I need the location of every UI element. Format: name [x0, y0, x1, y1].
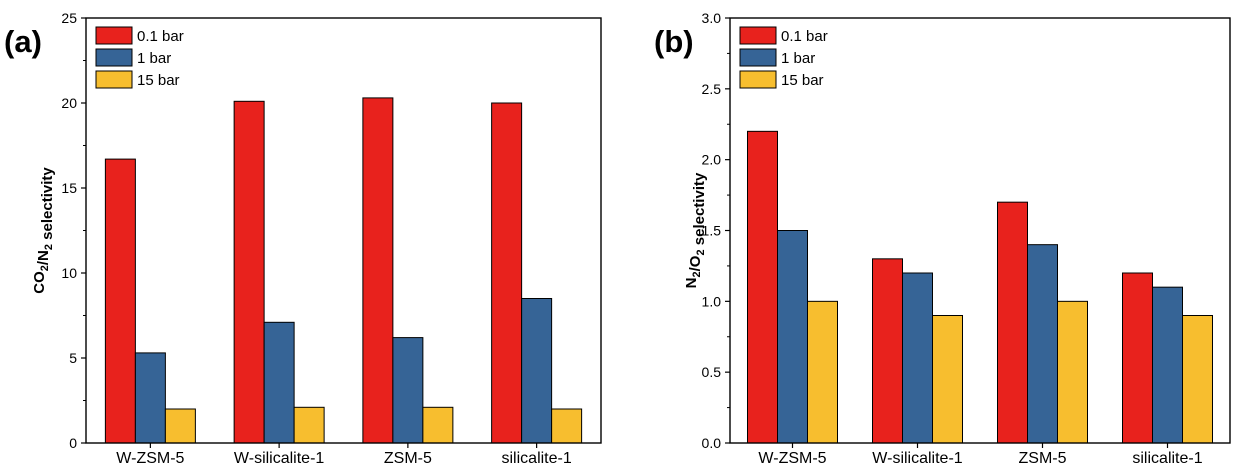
- bar: [263, 321, 295, 444]
- y-axis-label-subscript: 2: [39, 265, 51, 271]
- legend-swatch: [739, 48, 777, 67]
- bar: [164, 408, 196, 444]
- legend: 0.1 bar 1 bar 15 bar: [739, 26, 828, 89]
- y-tick-label: 0.0: [702, 435, 722, 451]
- y-tick-label: 25: [61, 10, 77, 26]
- chart-panel-b: (b) N2/O2 selectivity W-ZSM-5 W-silicalite-…: [623, 0, 1246, 467]
- bar: [1182, 315, 1213, 444]
- y-tick-label: 0: [69, 435, 77, 451]
- y-axis-label-part: /O: [687, 255, 704, 271]
- y-tick-label: 1.0: [702, 293, 722, 309]
- bar: [1027, 244, 1058, 444]
- bar: [392, 337, 424, 444]
- bar: [521, 298, 553, 444]
- legend-label: 1 bar: [781, 50, 815, 67]
- legend-swatch: [95, 26, 133, 45]
- bar: [104, 158, 136, 444]
- panel-label: (a): [4, 24, 42, 59]
- y-tick-label: 2.0: [702, 152, 722, 168]
- legend-swatch: [739, 26, 777, 45]
- y-tick-label: 10: [61, 265, 77, 281]
- y-tick-label: 0.5: [702, 364, 722, 380]
- bar: [777, 230, 808, 444]
- bar: [491, 102, 523, 444]
- bar: [551, 408, 583, 444]
- bar: [134, 352, 166, 444]
- x-tick-label: W-silicalite-1: [872, 450, 962, 467]
- bar: [1057, 300, 1088, 444]
- y-tick-label: 3.0: [702, 10, 722, 26]
- y-tick-label: 5: [69, 350, 77, 366]
- legend-swatch: [95, 70, 133, 89]
- y-axis-label: N2/O2 selectivity: [683, 172, 708, 288]
- legend-label: 15 bar: [781, 72, 824, 89]
- bar: [932, 315, 963, 444]
- legend-swatch: [95, 48, 133, 67]
- x-tick-label: W-ZSM-5: [116, 450, 184, 467]
- panel-label: (b): [654, 24, 694, 59]
- bar: [1122, 272, 1153, 444]
- y-axis-label-part: selectivity: [691, 172, 708, 249]
- y-axis-label-subscript: 2: [695, 249, 707, 255]
- chart-panel-a: (a) CO2/N2 selectivity W-ZSM-5 W-silicalite…: [4, 10, 602, 467]
- x-tick-label: W-silicalite-1: [234, 450, 324, 467]
- bar: [997, 201, 1028, 444]
- y-tick-label: 1.5: [702, 223, 722, 239]
- legend-label: 0.1 bar: [781, 28, 828, 45]
- x-tick-label: W-ZSM-5: [758, 450, 826, 467]
- x-tick-label: silicalite-1: [502, 450, 572, 467]
- legend-label: 1 bar: [137, 50, 171, 67]
- bar: [902, 272, 933, 444]
- bar: [233, 100, 265, 444]
- bar: [807, 300, 838, 444]
- legend-label: 0.1 bar: [137, 28, 184, 45]
- bar: [1152, 286, 1183, 444]
- y-tick-label: 15: [61, 180, 77, 196]
- y-axis-label: CO2/N2 selectivity: [31, 167, 56, 294]
- y-tick-label: 20: [61, 95, 77, 111]
- y-axis-label-part: CO: [31, 271, 48, 294]
- legend-label: 15 bar: [137, 72, 180, 89]
- legend-swatch: [739, 70, 777, 89]
- bar: [747, 130, 778, 444]
- bar: [872, 258, 903, 444]
- y-axis-label-part: N: [683, 277, 700, 288]
- y-axis-label-part: /N: [35, 250, 52, 265]
- y-axis-label-subscript: 2: [691, 271, 703, 277]
- legend: 0.1 bar 1 bar 15 bar: [95, 26, 184, 89]
- x-tick-label: ZSM-5: [384, 450, 432, 467]
- y-axis-label-part: selectivity: [39, 167, 56, 244]
- x-tick-label: silicalite-1: [1132, 450, 1202, 467]
- x-tick-label: ZSM-5: [1019, 450, 1067, 467]
- bar: [362, 97, 394, 444]
- bar: [293, 406, 325, 444]
- y-tick-label: 2.5: [702, 81, 722, 97]
- bar: [422, 406, 454, 444]
- y-axis-label-subscript: 2: [43, 244, 55, 250]
